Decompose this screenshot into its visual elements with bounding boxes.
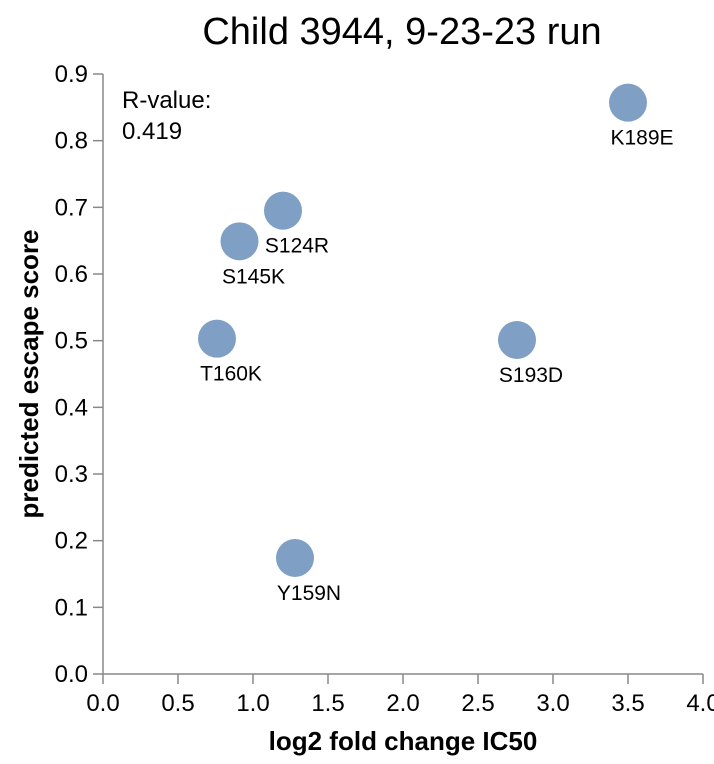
x-tick-label: 2.5	[461, 690, 494, 717]
chart-title: Child 3944, 9-23-23 run	[202, 11, 601, 53]
x-tick-label: 0.5	[161, 690, 194, 717]
x-tick-label: 1.5	[311, 690, 344, 717]
data-point-y159n	[276, 539, 314, 577]
y-tick-label: 0.2	[55, 528, 88, 555]
x-tick-label: 1.0	[236, 690, 269, 717]
r-value-label: R-value:	[122, 87, 211, 114]
data-point-s193d	[498, 321, 536, 359]
axes	[102, 74, 703, 675]
data-point-label: T160K	[200, 363, 262, 386]
data-points	[198, 83, 647, 577]
y-tick-label: 0.9	[55, 61, 88, 88]
x-tick-label: 2.0	[386, 690, 419, 717]
x-tick-label: 4.0	[686, 690, 714, 717]
y-axis-title: predicted escape score	[14, 229, 44, 518]
y-tick-label: 0.0	[55, 661, 88, 688]
data-point-label: Y159N	[277, 582, 341, 605]
y-tick-label: 0.7	[55, 194, 88, 221]
data-point-label: K189E	[610, 127, 673, 150]
data-point-labels: K189E S124R S145K T160K S193D Y159N	[200, 127, 673, 605]
y-tick-label: 0.4	[55, 394, 88, 421]
x-tick-label: 0.0	[86, 690, 119, 717]
data-point-label: S124R	[265, 235, 329, 258]
y-tick-label: 0.3	[55, 461, 88, 488]
x-tick-label: 3.5	[611, 690, 644, 717]
data-point-s145k	[220, 222, 259, 261]
y-tick-label: 0.8	[55, 128, 88, 155]
r-value-number: 0.419	[122, 118, 182, 145]
r-value-annotation: R-value: 0.419	[122, 87, 211, 145]
x-axis-title: log2 fold change IC50	[269, 726, 538, 756]
data-point-t160k	[198, 319, 236, 358]
y-tick-label: 0.6	[55, 261, 88, 288]
x-axis-ticks: 0.0 0.5 1.0 1.5 2.0 2.5 3.0 3.5 4.0	[86, 674, 714, 717]
y-tick-label: 0.1	[55, 594, 88, 621]
data-point-s124r	[264, 191, 302, 230]
data-point-label: S193D	[499, 364, 563, 387]
data-point-label: S145K	[222, 265, 285, 288]
data-point-k189e	[609, 83, 647, 122]
y-tick-label: 0.5	[55, 328, 88, 355]
y-axis-ticks: 0.0 0.1 0.2 0.3 0.4 0.5 0.6 0.7 0.8 0.9	[55, 61, 103, 688]
x-tick-label: 3.0	[536, 690, 569, 717]
